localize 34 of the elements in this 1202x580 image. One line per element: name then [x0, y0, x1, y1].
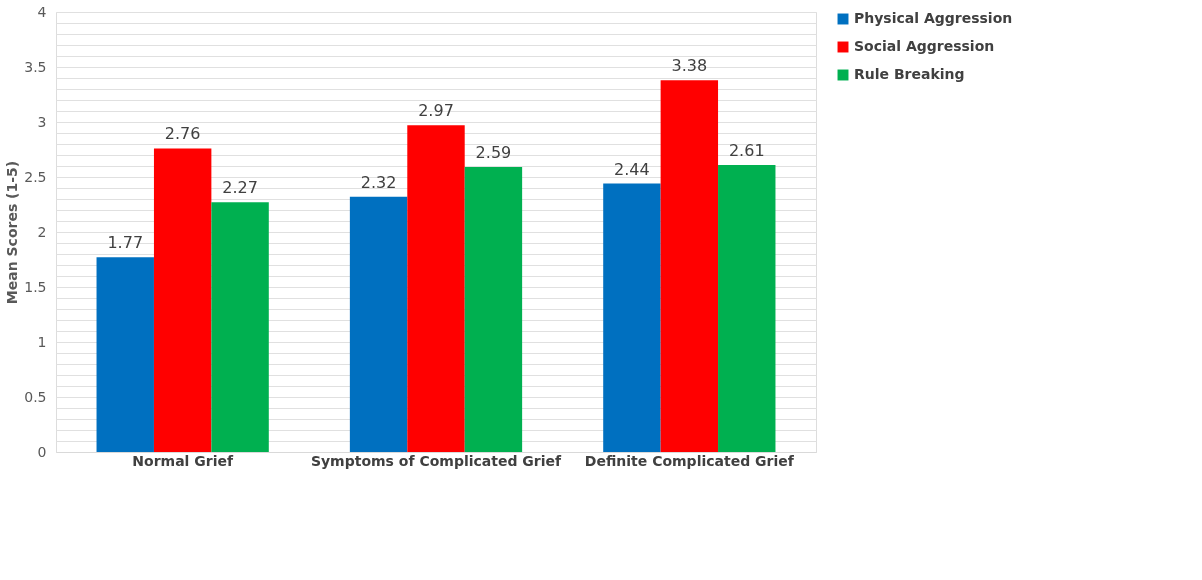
x-tick-label: Normal Grief — [132, 452, 234, 469]
y-tick-label: 1 — [37, 333, 47, 350]
legend-label: Social Aggression — [854, 38, 995, 54]
y-tick-label: 3.5 — [24, 58, 47, 75]
data-label: 2.97 — [418, 101, 454, 121]
y-tick-label: 2 — [37, 223, 47, 240]
data-label: 2.27 — [222, 178, 258, 198]
y-tick-label: 1.5 — [24, 278, 47, 295]
y-tick-label: 0 — [37, 443, 47, 460]
bar — [718, 164, 776, 452]
bar — [211, 202, 269, 452]
y-tick-label: 3 — [37, 113, 47, 130]
data-label: 2.59 — [475, 143, 512, 163]
x-tick-label: Definite Complicated Grief — [584, 452, 795, 469]
y-tick-label: 2.5 — [24, 168, 47, 185]
bar — [153, 148, 212, 452]
y-tick-label: 4 — [37, 3, 47, 20]
bar — [96, 257, 154, 452]
y-axis-title: Mean Scores (1-5) — [4, 160, 21, 305]
bar — [407, 125, 465, 452]
data-label: 2.44 — [614, 159, 650, 179]
data-label: 2.61 — [728, 140, 765, 160]
bar — [349, 196, 408, 452]
data-label: 1.77 — [107, 233, 144, 253]
bar — [464, 167, 523, 452]
data-label: 2.32 — [360, 172, 397, 192]
x-tick-label: Symptoms of Complicated Grief — [310, 452, 563, 469]
y-tick-label: 0.5 — [24, 388, 47, 405]
bar — [660, 80, 719, 452]
legend-label: Rule Breaking — [854, 66, 965, 82]
bar — [603, 183, 661, 452]
data-label: 3.38 — [671, 56, 708, 76]
legend-label: Physical Aggression — [854, 10, 1013, 26]
data-label: 2.76 — [164, 124, 201, 144]
